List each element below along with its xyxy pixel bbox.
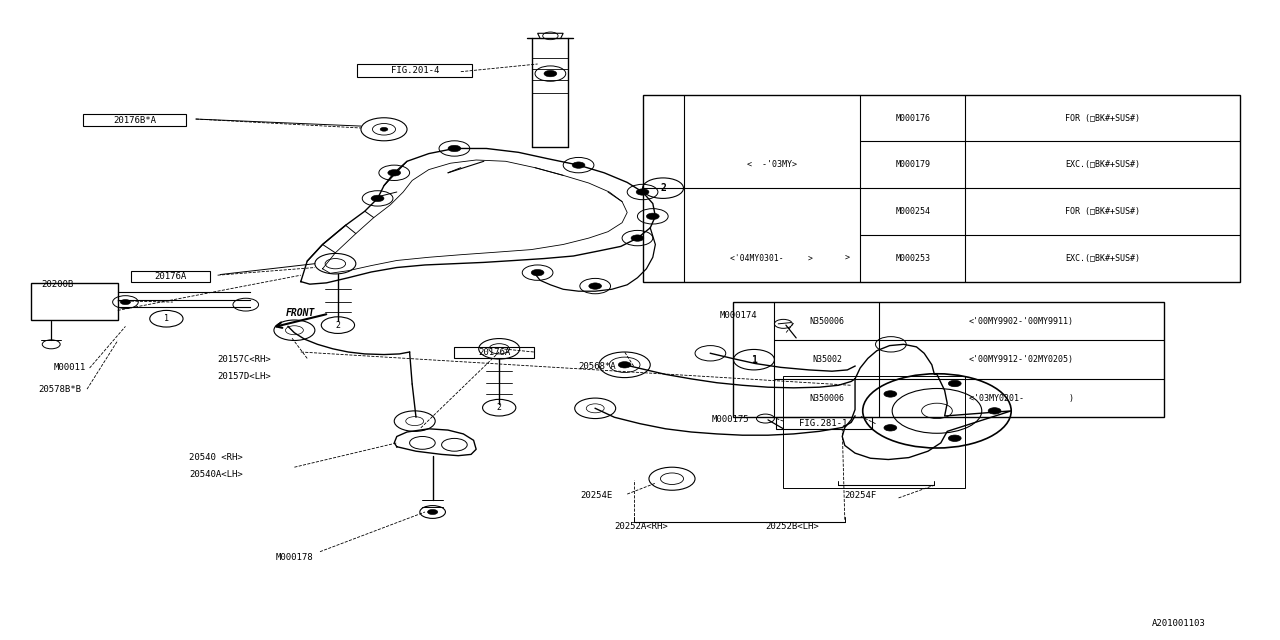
Text: M000176: M000176 — [895, 113, 931, 123]
Text: 2: 2 — [497, 403, 502, 412]
Text: M000174: M000174 — [719, 311, 756, 320]
Circle shape — [884, 424, 897, 431]
Text: M00011: M00011 — [54, 364, 86, 372]
Bar — [131, 271, 210, 282]
Circle shape — [589, 283, 602, 289]
Text: 20540A<LH>: 20540A<LH> — [189, 470, 243, 479]
Circle shape — [948, 380, 961, 387]
Text: EXC.(□BK#+SUS#): EXC.(□BK#+SUS#) — [1065, 253, 1140, 263]
Text: <'04MY0301-     >: <'04MY0301- > — [731, 253, 813, 263]
Bar — [643, 95, 1240, 282]
Text: 20176A: 20176A — [477, 348, 511, 357]
Circle shape — [380, 127, 388, 131]
Text: 2: 2 — [335, 321, 340, 330]
Circle shape — [371, 195, 384, 202]
Text: 1: 1 — [751, 355, 756, 365]
Circle shape — [631, 235, 644, 241]
Text: 20568*A: 20568*A — [579, 362, 616, 371]
Text: 20176A: 20176A — [154, 272, 187, 281]
Text: 20254E: 20254E — [580, 492, 612, 500]
Circle shape — [531, 269, 544, 276]
Circle shape — [618, 362, 631, 368]
Circle shape — [388, 170, 401, 176]
Circle shape — [120, 300, 131, 305]
Text: 20540 <RH>: 20540 <RH> — [189, 453, 243, 462]
Text: FOR (□BK#+SUS#): FOR (□BK#+SUS#) — [1065, 207, 1140, 216]
Text: 20157D<LH>: 20157D<LH> — [218, 372, 271, 381]
Bar — [357, 64, 472, 77]
Bar — [776, 417, 872, 429]
Text: FIG.281-1: FIG.281-1 — [800, 419, 847, 428]
Bar — [83, 114, 186, 126]
Text: <'00MY9912-'02MY0205): <'00MY9912-'02MY0205) — [969, 355, 1074, 364]
Bar — [454, 347, 534, 358]
Circle shape — [572, 162, 585, 168]
Text: 20252A<RH>: 20252A<RH> — [614, 522, 668, 531]
Text: 20252B<LH>: 20252B<LH> — [765, 522, 819, 531]
Bar — [783, 376, 965, 488]
Text: <'00MY9902-'00MY9911): <'00MY9902-'00MY9911) — [969, 317, 1074, 326]
Polygon shape — [538, 33, 563, 38]
Circle shape — [884, 391, 897, 397]
Text: >: > — [845, 253, 850, 263]
Circle shape — [636, 189, 649, 195]
Text: FIG.201-4: FIG.201-4 — [390, 66, 439, 75]
Text: M000175: M000175 — [712, 415, 749, 424]
Text: N350006: N350006 — [809, 317, 845, 326]
Circle shape — [948, 435, 961, 442]
Text: <  -'03MY>: < -'03MY> — [746, 160, 797, 170]
Text: M000253: M000253 — [895, 253, 931, 263]
Text: 20578B*B: 20578B*B — [38, 385, 82, 394]
Text: EXC.(□BK#+SUS#): EXC.(□BK#+SUS#) — [1065, 160, 1140, 170]
Circle shape — [428, 509, 438, 515]
Text: M000254: M000254 — [895, 207, 931, 216]
Text: M000178: M000178 — [275, 553, 312, 562]
Text: 2: 2 — [660, 183, 666, 193]
Text: 20176B*A: 20176B*A — [113, 115, 156, 125]
Circle shape — [646, 213, 659, 220]
Text: 20200B: 20200B — [41, 280, 73, 289]
Text: N350006: N350006 — [809, 394, 845, 403]
Text: FRONT: FRONT — [287, 308, 315, 318]
Text: M000179: M000179 — [895, 160, 931, 170]
Text: N35002: N35002 — [812, 355, 842, 364]
Bar — [733, 302, 1164, 417]
Text: 20157C<RH>: 20157C<RH> — [218, 355, 271, 364]
Circle shape — [544, 70, 557, 77]
Text: 20254F: 20254F — [845, 492, 877, 500]
Text: FOR (□BK#+SUS#): FOR (□BK#+SUS#) — [1065, 113, 1140, 123]
Bar — [31, 283, 118, 320]
Text: <'03MY0201-         ): <'03MY0201- ) — [969, 394, 1074, 403]
Text: A201001103: A201001103 — [1152, 620, 1206, 628]
Text: 1: 1 — [164, 314, 169, 323]
Circle shape — [988, 408, 1001, 414]
Circle shape — [448, 145, 461, 152]
